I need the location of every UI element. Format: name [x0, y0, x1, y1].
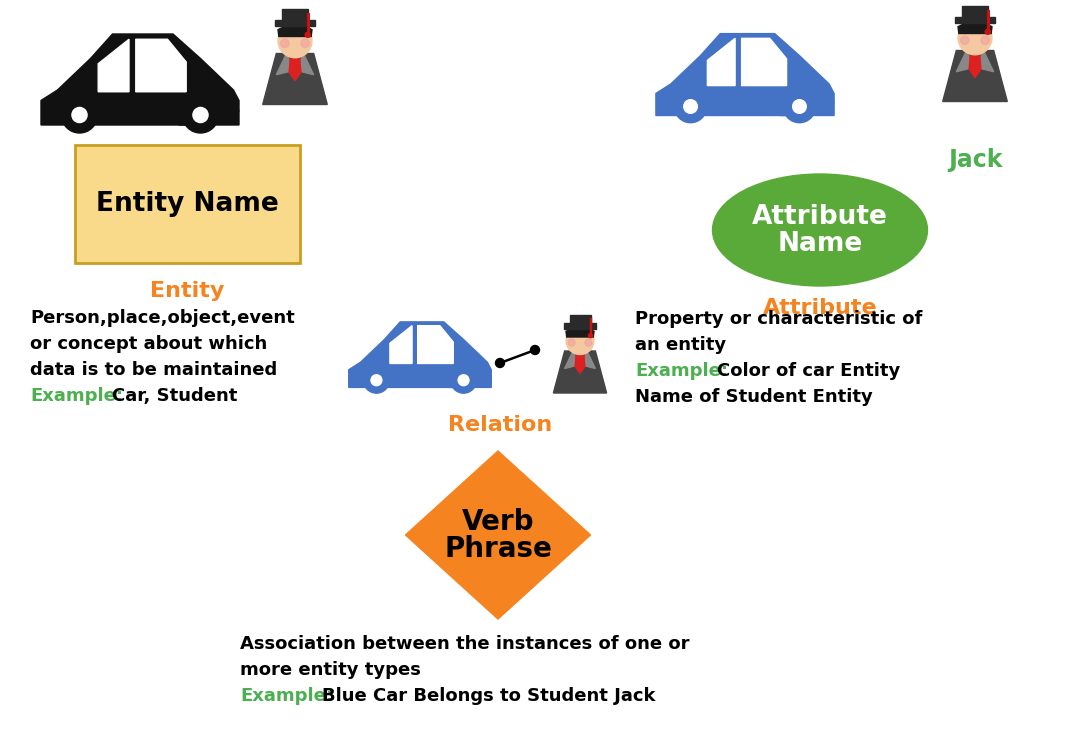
Polygon shape: [349, 322, 491, 387]
Text: Example:: Example:: [635, 362, 728, 380]
FancyBboxPatch shape: [963, 6, 988, 16]
Polygon shape: [779, 93, 834, 116]
Text: data is to be maintained: data is to be maintained: [30, 361, 278, 379]
Text: Jack: Jack: [947, 148, 1003, 172]
Text: Color of car Entity: Color of car Entity: [717, 362, 900, 380]
Circle shape: [792, 99, 806, 114]
Text: Name: Name: [777, 231, 863, 257]
Circle shape: [530, 346, 540, 355]
FancyBboxPatch shape: [564, 323, 596, 329]
Text: Car, Student: Car, Student: [112, 387, 237, 405]
Polygon shape: [741, 39, 787, 85]
Polygon shape: [448, 370, 491, 387]
Polygon shape: [179, 100, 238, 125]
Text: Phrase: Phrase: [444, 535, 552, 563]
Circle shape: [568, 339, 576, 346]
Text: Attribute: Attribute: [763, 298, 877, 318]
Polygon shape: [405, 451, 591, 619]
Text: Name of Student Entity: Name of Student Entity: [635, 388, 873, 406]
Polygon shape: [297, 53, 313, 75]
FancyBboxPatch shape: [75, 145, 300, 263]
Polygon shape: [969, 50, 981, 78]
Ellipse shape: [712, 174, 928, 286]
Polygon shape: [956, 50, 973, 72]
Circle shape: [306, 32, 310, 37]
Polygon shape: [576, 351, 585, 373]
Polygon shape: [276, 53, 294, 75]
Text: Blue Car Belongs to Student Jack: Blue Car Belongs to Student Jack: [322, 687, 656, 705]
Text: Association between the instances of one or: Association between the instances of one…: [240, 635, 689, 653]
FancyBboxPatch shape: [569, 315, 591, 323]
Text: an entity: an entity: [635, 336, 726, 354]
Text: Example:: Example:: [240, 687, 333, 705]
Polygon shape: [977, 50, 994, 72]
Text: Relation: Relation: [448, 415, 552, 435]
Polygon shape: [262, 53, 327, 105]
Text: Attribute: Attribute: [752, 204, 888, 230]
Circle shape: [958, 21, 992, 55]
Polygon shape: [390, 326, 412, 364]
Text: Property or characteristic of: Property or characteristic of: [635, 310, 922, 328]
Text: Example:: Example:: [30, 387, 122, 405]
Polygon shape: [566, 326, 594, 337]
Polygon shape: [943, 50, 1007, 102]
Circle shape: [62, 97, 98, 133]
Polygon shape: [99, 39, 129, 92]
Circle shape: [363, 367, 389, 393]
Polygon shape: [136, 39, 186, 92]
Circle shape: [182, 97, 219, 133]
Text: more entity types: more entity types: [240, 661, 421, 679]
Circle shape: [451, 367, 477, 393]
Circle shape: [371, 375, 382, 386]
Circle shape: [193, 108, 208, 122]
Polygon shape: [656, 33, 834, 116]
FancyBboxPatch shape: [282, 10, 308, 19]
Circle shape: [72, 108, 87, 122]
Polygon shape: [581, 351, 595, 369]
Circle shape: [684, 99, 697, 114]
Polygon shape: [554, 351, 607, 393]
Circle shape: [459, 375, 469, 386]
Polygon shape: [289, 53, 301, 81]
Circle shape: [674, 91, 707, 122]
Text: Entity: Entity: [151, 281, 224, 301]
Circle shape: [981, 36, 990, 45]
Circle shape: [589, 333, 593, 338]
Circle shape: [566, 326, 594, 355]
Circle shape: [278, 24, 312, 58]
Polygon shape: [278, 24, 312, 36]
Polygon shape: [958, 21, 992, 33]
Text: Person,place,object,event: Person,place,object,event: [30, 309, 295, 327]
Text: Verb: Verb: [462, 508, 534, 536]
Circle shape: [784, 91, 815, 122]
Circle shape: [960, 36, 969, 45]
Text: or concept about which: or concept about which: [30, 335, 268, 353]
Circle shape: [985, 29, 991, 34]
Circle shape: [301, 39, 309, 47]
Polygon shape: [708, 39, 735, 85]
Polygon shape: [417, 326, 453, 364]
Polygon shape: [41, 34, 238, 125]
Circle shape: [495, 358, 504, 367]
Polygon shape: [565, 351, 579, 369]
Circle shape: [281, 39, 289, 47]
FancyBboxPatch shape: [275, 19, 314, 26]
Text: Entity Name: Entity Name: [96, 191, 279, 217]
Circle shape: [585, 339, 592, 346]
FancyBboxPatch shape: [955, 16, 994, 23]
